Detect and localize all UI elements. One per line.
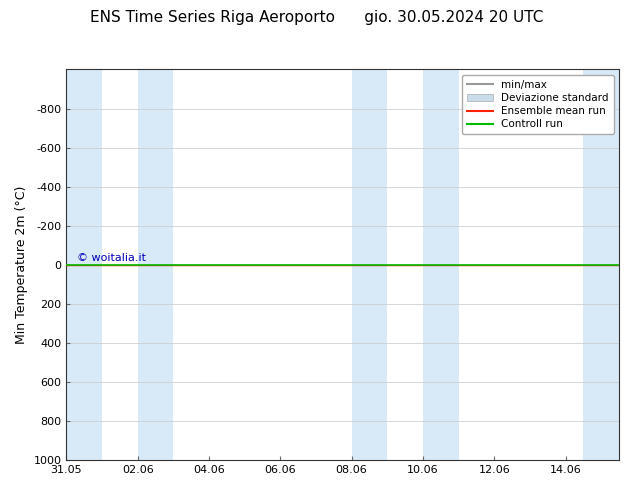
Bar (67, 70, 102, 460)
Text: ENS Time Series Riga Aeroporto      gio. 30.05.2024 20 UTC: ENS Time Series Riga Aeroporto gio. 30.0… (90, 10, 544, 25)
Bar (352, 70, 387, 460)
Bar (423, 70, 458, 460)
Y-axis label: Min Temperature 2m (°C): Min Temperature 2m (°C) (15, 186, 28, 344)
Bar (138, 70, 173, 460)
Legend: min/max, Deviazione standard, Ensemble mean run, Controll run: min/max, Deviazione standard, Ensemble m… (462, 74, 614, 134)
Bar (583, 70, 619, 460)
Text: © woitalia.it: © woitalia.it (77, 253, 146, 263)
